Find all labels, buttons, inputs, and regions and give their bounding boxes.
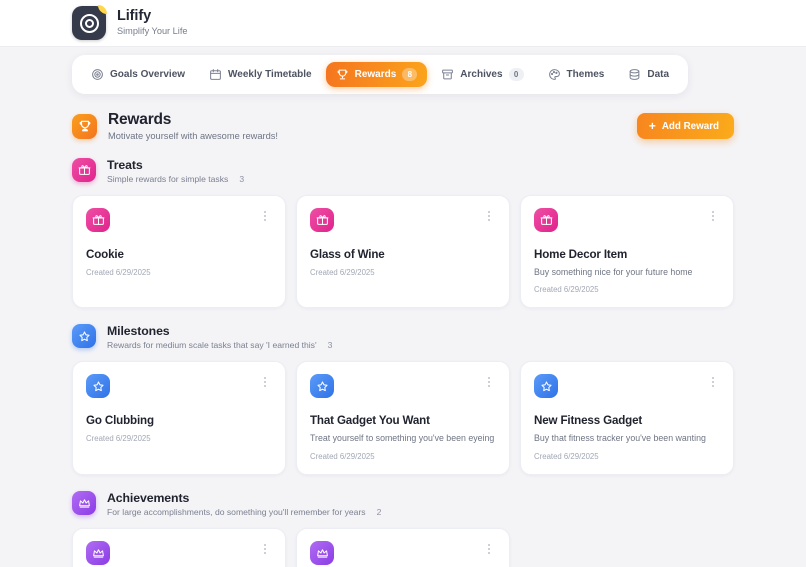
page-title: Rewards bbox=[108, 111, 172, 128]
reward-description: Buy something nice for your future home bbox=[534, 266, 693, 277]
add-reward-label: Add Reward bbox=[661, 120, 719, 132]
reward-title: Home Decor Item bbox=[534, 247, 628, 261]
reward-created-date: Created 6/29/2025 bbox=[86, 267, 151, 277]
card-grid: Go Clubbing Created 6/29/2025 That Gadget … bbox=[72, 361, 734, 475]
star-icon bbox=[86, 374, 110, 399]
card-menu-button[interactable] bbox=[706, 208, 720, 224]
section-subtitle: For large accomplishments, do something … bbox=[107, 506, 366, 517]
plus-icon: + bbox=[648, 119, 656, 134]
rewards-sections: Treats Simple rewards for simple tasks 3 Co… bbox=[0, 157, 806, 567]
card-grid: Cookie Created 6/29/2025 Glass of Wine Crea… bbox=[72, 194, 734, 309]
nav-item-label: Archives bbox=[460, 69, 503, 80]
gift-icon bbox=[310, 207, 334, 232]
reward-title: Go Clubbing bbox=[86, 414, 154, 428]
reward-title: That Gadget You Want bbox=[310, 414, 430, 428]
section-achieve: Achievements For large accomplishments, d… bbox=[0, 490, 806, 567]
brand-name: Lifify bbox=[117, 8, 152, 25]
nav-item-badge: 0 bbox=[508, 68, 524, 81]
card-grid: Buy Dream Car! 🤩Get that Car I wantedCre… bbox=[72, 527, 734, 567]
add-reward-button[interactable]: + Add Reward bbox=[636, 113, 734, 140]
nav-item-weekly-timetable[interactable]: Weekly Timetable bbox=[199, 62, 322, 87]
star-icon bbox=[72, 324, 96, 349]
nav-item-archives[interactable]: Archives 0 bbox=[431, 62, 533, 87]
section-header: Milestones Rewards for medium scale tasks… bbox=[72, 324, 734, 351]
gift-icon bbox=[72, 157, 96, 182]
target-icon bbox=[91, 68, 104, 81]
section-title: Treats bbox=[107, 157, 143, 172]
reward-card[interactable]: Go Clubbing Created 6/29/2025 bbox=[72, 361, 286, 475]
reward-description: Treat yourself to something you've been … bbox=[310, 433, 495, 444]
reward-card[interactable]: New Fitness Gadget Buy that fitness track… bbox=[520, 361, 734, 475]
brand[interactable]: Lifify Simplify Your Life bbox=[72, 5, 188, 40]
card-menu-button[interactable] bbox=[258, 208, 272, 224]
nav-item-label: Data bbox=[647, 69, 670, 80]
section-count: 3 bbox=[239, 173, 245, 184]
palette-icon bbox=[548, 68, 561, 81]
reward-card[interactable]: Cookie Created 6/29/2025 bbox=[72, 194, 286, 309]
calendar-icon bbox=[209, 68, 222, 81]
section-count: 2 bbox=[376, 506, 382, 517]
nav-item-label: Themes bbox=[566, 69, 605, 80]
app-header: Lifify Simplify Your Life bbox=[0, 0, 806, 47]
reward-description: Buy that fitness tracker you've been wan… bbox=[534, 433, 706, 444]
card-menu-button[interactable] bbox=[706, 374, 720, 390]
gift-icon bbox=[86, 207, 110, 232]
section-header: Treats Simple rewards for simple tasks 3 bbox=[72, 157, 734, 185]
nav-item-goals-overview[interactable]: Goals Overview bbox=[81, 62, 195, 87]
archive-icon bbox=[441, 68, 454, 81]
reward-created-date: Created 6/29/2025 bbox=[310, 451, 375, 461]
star-icon bbox=[534, 374, 558, 399]
card-menu-button[interactable] bbox=[482, 208, 496, 224]
reward-card[interactable]: Home Decor Item Buy something nice for yo… bbox=[520, 194, 734, 309]
crown-icon bbox=[86, 540, 110, 565]
page-subtitle: Motivate yourself with awesome rewards! bbox=[108, 131, 278, 142]
reward-card[interactable]: Weekend GetawayTake a relaxing trip to c… bbox=[296, 527, 510, 567]
nav-item-badge: 8 bbox=[402, 68, 418, 81]
main-navigation: Goals Overview Weekly Timetable Rewards 8 Ar… bbox=[72, 55, 689, 94]
card-menu-button[interactable] bbox=[258, 374, 272, 390]
reward-created-date: Created 6/29/2025 bbox=[534, 285, 599, 295]
nav-item-label: Goals Overview bbox=[110, 69, 186, 80]
nav-item-label: Weekly Timetable bbox=[228, 69, 312, 80]
reward-title: New Fitness Gadget bbox=[534, 414, 643, 428]
nav-item-data[interactable]: Data bbox=[618, 62, 679, 87]
section-milestones: Milestones Rewards for medium scale tasks… bbox=[0, 324, 806, 475]
card-menu-button[interactable] bbox=[258, 541, 272, 557]
database-icon bbox=[628, 68, 641, 81]
crown-icon bbox=[72, 490, 96, 515]
gift-icon bbox=[534, 207, 558, 232]
brand-tagline: Simplify Your Life bbox=[117, 25, 188, 36]
nav-item-rewards[interactable]: Rewards 8 bbox=[325, 62, 428, 87]
reward-created-date: Created 6/29/2025 bbox=[86, 434, 151, 444]
card-menu-button[interactable] bbox=[482, 374, 496, 390]
section-header: Achievements For large accomplishments, d… bbox=[72, 490, 734, 518]
reward-card[interactable]: Glass of Wine Created 6/29/2025 bbox=[296, 194, 510, 309]
reward-title: Glass of Wine bbox=[310, 247, 385, 261]
section-treats: Treats Simple rewards for simple tasks 3 Co… bbox=[0, 157, 806, 309]
logo-corner-accent bbox=[98, 5, 107, 14]
reward-card[interactable]: Buy Dream Car! 🤩Get that Car I wantedCre… bbox=[72, 527, 286, 567]
target-icon bbox=[72, 5, 107, 40]
reward-created-date: Created 6/29/2025 bbox=[310, 267, 375, 277]
nav-item-label: Rewards bbox=[354, 69, 397, 80]
section-title: Achievements bbox=[107, 490, 190, 505]
page-header: Rewards Motivate yourself with awesome r… bbox=[0, 94, 806, 142]
star-icon bbox=[310, 374, 334, 399]
section-count: 3 bbox=[327, 340, 333, 351]
section-subtitle: Rewards for medium scale tasks that say … bbox=[107, 340, 317, 351]
reward-title: Cookie bbox=[86, 247, 124, 261]
reward-created-date: Created 6/29/2025 bbox=[534, 451, 599, 461]
card-menu-button[interactable] bbox=[482, 541, 496, 557]
crown-icon bbox=[310, 540, 334, 565]
trophy-icon bbox=[336, 68, 349, 81]
trophy-icon bbox=[72, 113, 97, 139]
section-subtitle: Simple rewards for simple tasks bbox=[107, 173, 229, 184]
section-title: Milestones bbox=[107, 324, 170, 339]
nav-item-themes[interactable]: Themes bbox=[538, 62, 615, 87]
reward-card[interactable]: That Gadget You Want Treat yourself to so… bbox=[296, 361, 510, 475]
